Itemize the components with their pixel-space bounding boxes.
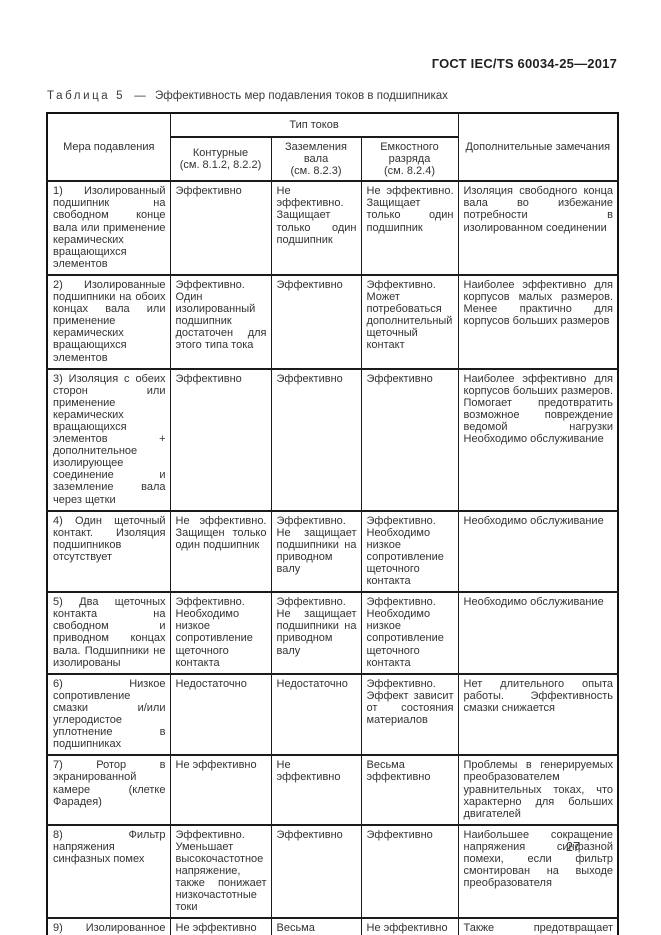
header-current-type-group: Тип токов bbox=[169, 112, 459, 138]
cell-capacitive-discharge-effectiveness: Эффективно bbox=[360, 367, 459, 512]
cell-measure: 5) Два щеточных контакта на свободном и … bbox=[46, 591, 171, 675]
header-contour-currents: Контурные (см. 8.1.2, 8.2.2) bbox=[169, 136, 272, 183]
table-title: Таблица 5 — Эффективность мер подавления… bbox=[47, 90, 448, 102]
cell-remarks: Изоляция свободного конца вала во избежа… bbox=[457, 180, 619, 276]
cell-capacitive-discharge-effectiveness: Эффективно. Может потребоваться дополнит… bbox=[360, 273, 459, 370]
cell-remarks: Необходимо обслуживание bbox=[457, 509, 619, 594]
cell-contour-effectiveness: Недостаточно bbox=[169, 672, 272, 757]
cell-capacitive-discharge-effectiveness: Эффективно. Эффект зависит от состояния … bbox=[360, 672, 459, 757]
header-shaft-grounding-name: Заземления вала bbox=[285, 141, 347, 166]
header-sub-row: Контурные (см. 8.1.2, 8.2.2) Заземления … bbox=[47, 136, 618, 183]
cell-remarks: Наиболее эффективно для корпусов больших… bbox=[457, 367, 619, 512]
cell-measure: 1) Изолированный подшипник на свободном … bbox=[46, 180, 171, 276]
cell-capacitive-discharge-effectiveness: Не эффективно. Защищает только один подш… bbox=[360, 180, 459, 276]
header-shaft-grounding-ref: (см. 8.2.3) bbox=[290, 165, 342, 178]
cell-shaft-grounding-effectiveness: Эффективно bbox=[270, 823, 362, 920]
header-capacitive-discharge-name: Емкостного разряда bbox=[380, 141, 439, 166]
table-row: 3) Изоляция с обеих сторон или применени… bbox=[46, 367, 619, 512]
cell-shaft-grounding-effectiveness: Эффективно bbox=[270, 273, 362, 370]
table-title-dash: — bbox=[134, 90, 146, 102]
cell-contour-effectiveness: Эффективно bbox=[169, 180, 272, 276]
cell-contour-effectiveness: Не эффективно. Защищен только один подши… bbox=[169, 509, 272, 594]
table-row: 1) Изолированный подшипник на свободном … bbox=[46, 180, 619, 276]
header-shaft-grounding-currents: Заземления вала (см. 8.2.3) bbox=[270, 136, 362, 183]
table-row: 2) Изолированные подшипники на обоих кон… bbox=[46, 273, 619, 370]
cell-shaft-grounding-effectiveness: Недостаточно bbox=[270, 672, 362, 757]
header-group-row: Мера подавления Тип токов Дополнительные… bbox=[46, 112, 619, 183]
cell-measure: 8) Фильтр напряжения синфазных помех bbox=[46, 823, 171, 920]
cell-contour-effectiveness: Не эффективно bbox=[169, 917, 272, 935]
cell-remarks: Нет длительного опыта работы. Эффективно… bbox=[457, 672, 619, 757]
cell-measure: 4) Один щеточный контакт. Изоляция подши… bbox=[46, 509, 171, 594]
header-remarks-column: Дополнительные замечания bbox=[457, 112, 619, 183]
cell-shaft-grounding-effectiveness: Весьма эффективно bbox=[270, 917, 362, 935]
cell-capacitive-discharge-effectiveness: Весьма эффективно bbox=[360, 754, 459, 826]
page-number: 27 bbox=[566, 840, 580, 854]
cell-capacitive-discharge-effectiveness: Эффективно bbox=[360, 823, 459, 920]
cell-shaft-grounding-effectiveness: Эффективно. Не защищает подшипники на пр… bbox=[270, 591, 362, 675]
cell-remarks: Проблемы в генерируемых преобразователем… bbox=[457, 754, 619, 826]
table-row: 6) Низкое сопротивление смазки и/или угл… bbox=[46, 672, 619, 757]
header-measure-column: Мера подавления bbox=[46, 112, 171, 183]
cell-contour-effectiveness: Не эффективно bbox=[169, 754, 272, 826]
header-contour-name: Контурные bbox=[192, 147, 249, 160]
cell-contour-effectiveness: Эффективно. Необходимо низкое сопротивле… bbox=[169, 591, 272, 675]
table-row: 4) Один щеточный контакт. Изоляция подши… bbox=[46, 509, 619, 594]
table-header: Мера подавления Тип токов Дополнительные… bbox=[46, 112, 619, 183]
cell-capacitive-discharge-effectiveness: Эффективно. Необходимо низкое сопротивле… bbox=[360, 509, 459, 594]
cell-remarks: Наиболее эффективно для корпусов малых р… bbox=[457, 273, 619, 370]
cell-contour-effectiveness: Эффективно bbox=[169, 367, 272, 512]
document-code: ГОСТ IEC/TS 60034-25—2017 bbox=[431, 56, 617, 71]
header-contour-ref: (см. 8.1.2, 8.2.2) bbox=[179, 159, 262, 172]
table-body: 1) Изолированный подшипник на свободном … bbox=[46, 180, 619, 935]
cell-shaft-grounding-effectiveness: Не эффективно bbox=[270, 754, 362, 826]
cell-measure: 6) Низкое сопротивление смазки и/или угл… bbox=[46, 672, 171, 757]
table-row: 5) Два щеточных контакта на свободном и … bbox=[46, 591, 619, 675]
table-row: 7) Ротор в экранированной камере (клетке… bbox=[46, 754, 619, 826]
cell-contour-effectiveness: Эффективно. Уменьшает высокочастотное на… bbox=[169, 823, 272, 920]
bearing-current-suppression-table: Мера подавления Тип токов Дополнительные… bbox=[46, 112, 620, 935]
header-capacitive-discharge-ref: (см. 8.2.4) bbox=[384, 165, 435, 178]
cell-contour-effectiveness: Эффективно. Один изолированный подшипник… bbox=[169, 273, 272, 370]
table-row: 9) Изолированное соединение Не эффективн… bbox=[46, 917, 619, 935]
cell-remarks: Необходимо обслуживание bbox=[457, 591, 619, 675]
cell-shaft-grounding-effectiveness: Эффективно bbox=[270, 367, 362, 512]
cell-remarks: Наибольшее сокращение напряжения синфазн… bbox=[457, 823, 619, 920]
cell-shaft-grounding-effectiveness: Эффективно. Не защищает подшипники на пр… bbox=[270, 509, 362, 594]
table-title-label: Таблица 5 bbox=[47, 90, 126, 102]
cell-measure: 9) Изолированное соединение bbox=[46, 917, 171, 935]
header-capacitive-discharge-currents: Емкостного разряда (см. 8.2.4) bbox=[360, 136, 459, 183]
table-title-text: Эффективность мер подавления токов в под… bbox=[155, 90, 448, 102]
cell-measure: 3) Изоляция с обеих сторон или применени… bbox=[46, 367, 171, 512]
cell-capacitive-discharge-effectiveness: Эффективно. Необходимо низкое сопротивле… bbox=[360, 591, 459, 675]
cell-capacitive-discharge-effectiveness: Не эффективно bbox=[360, 917, 459, 935]
table-row: 8) Фильтр напряжения синфазных помех Эфф… bbox=[46, 823, 619, 920]
cell-shaft-grounding-effectiveness: Не эффективно. Защищает только один подш… bbox=[270, 180, 362, 276]
cell-measure: 7) Ротор в экранированной камере (клетке… bbox=[46, 754, 171, 826]
cell-remarks: Также предотвращает возможное повреждени… bbox=[457, 917, 619, 935]
cell-measure: 2) Изолированные подшипники на обоих кон… bbox=[46, 273, 171, 370]
